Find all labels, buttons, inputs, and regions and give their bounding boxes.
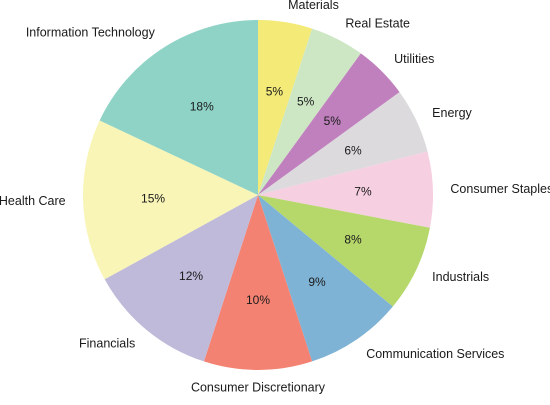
pie-slices <box>83 20 433 370</box>
slice-industrials <box>258 195 430 307</box>
category-label-materials: Materials <box>288 0 339 12</box>
category-label-communication-services: Communication Services <box>366 347 504 361</box>
slice-real-estate <box>258 28 361 195</box>
percent-label-energy: 6% <box>344 143 362 157</box>
slice-financials <box>104 195 258 362</box>
percent-label-communication-services: 9% <box>308 275 326 289</box>
pie-category-labels: Materials Real Estate Utilities Energy Consu… <box>0 0 550 395</box>
percent-label-consumer-staples: 7% <box>354 185 372 199</box>
slice-communication-services <box>258 195 393 362</box>
percent-label-consumer-discretionary: 10% <box>246 293 270 307</box>
slice-consumer-staples <box>258 151 433 228</box>
slice-energy <box>258 92 428 195</box>
slice-utilities <box>258 53 400 195</box>
slice-consumer-discretionary <box>203 195 313 370</box>
percent-label-financials: 12% <box>179 269 203 283</box>
percent-label-real-estate: 5% <box>297 94 315 108</box>
category-label-information-technology: Information Technology <box>26 25 156 39</box>
slice-information-technology <box>99 20 258 195</box>
category-label-consumer-staples: Consumer Staples <box>450 182 550 196</box>
category-label-energy: Energy <box>432 106 472 120</box>
percent-label-information-technology: 18% <box>190 99 214 113</box>
percent-label-utilities: 5% <box>324 114 342 128</box>
percent-label-industrials: 8% <box>344 233 362 247</box>
percent-label-health-care: 15% <box>141 191 165 205</box>
category-label-real-estate: Real Estate <box>345 16 410 30</box>
category-label-utilities: Utilities <box>394 52 434 66</box>
category-label-financials: Financials <box>79 336 135 350</box>
percent-label-materials: 5% <box>266 84 284 98</box>
slice-materials <box>258 20 313 195</box>
category-label-industrials: Industrials <box>432 270 489 284</box>
category-label-consumer-discretionary: Consumer Discretionary <box>191 381 326 395</box>
category-label-health-care: Health Care <box>0 194 66 208</box>
pie-percent-labels: 5% 5% 5% 6% 7% 8% 9% 10% 12% 15% 18% <box>141 84 372 307</box>
slice-health-care <box>83 120 258 280</box>
